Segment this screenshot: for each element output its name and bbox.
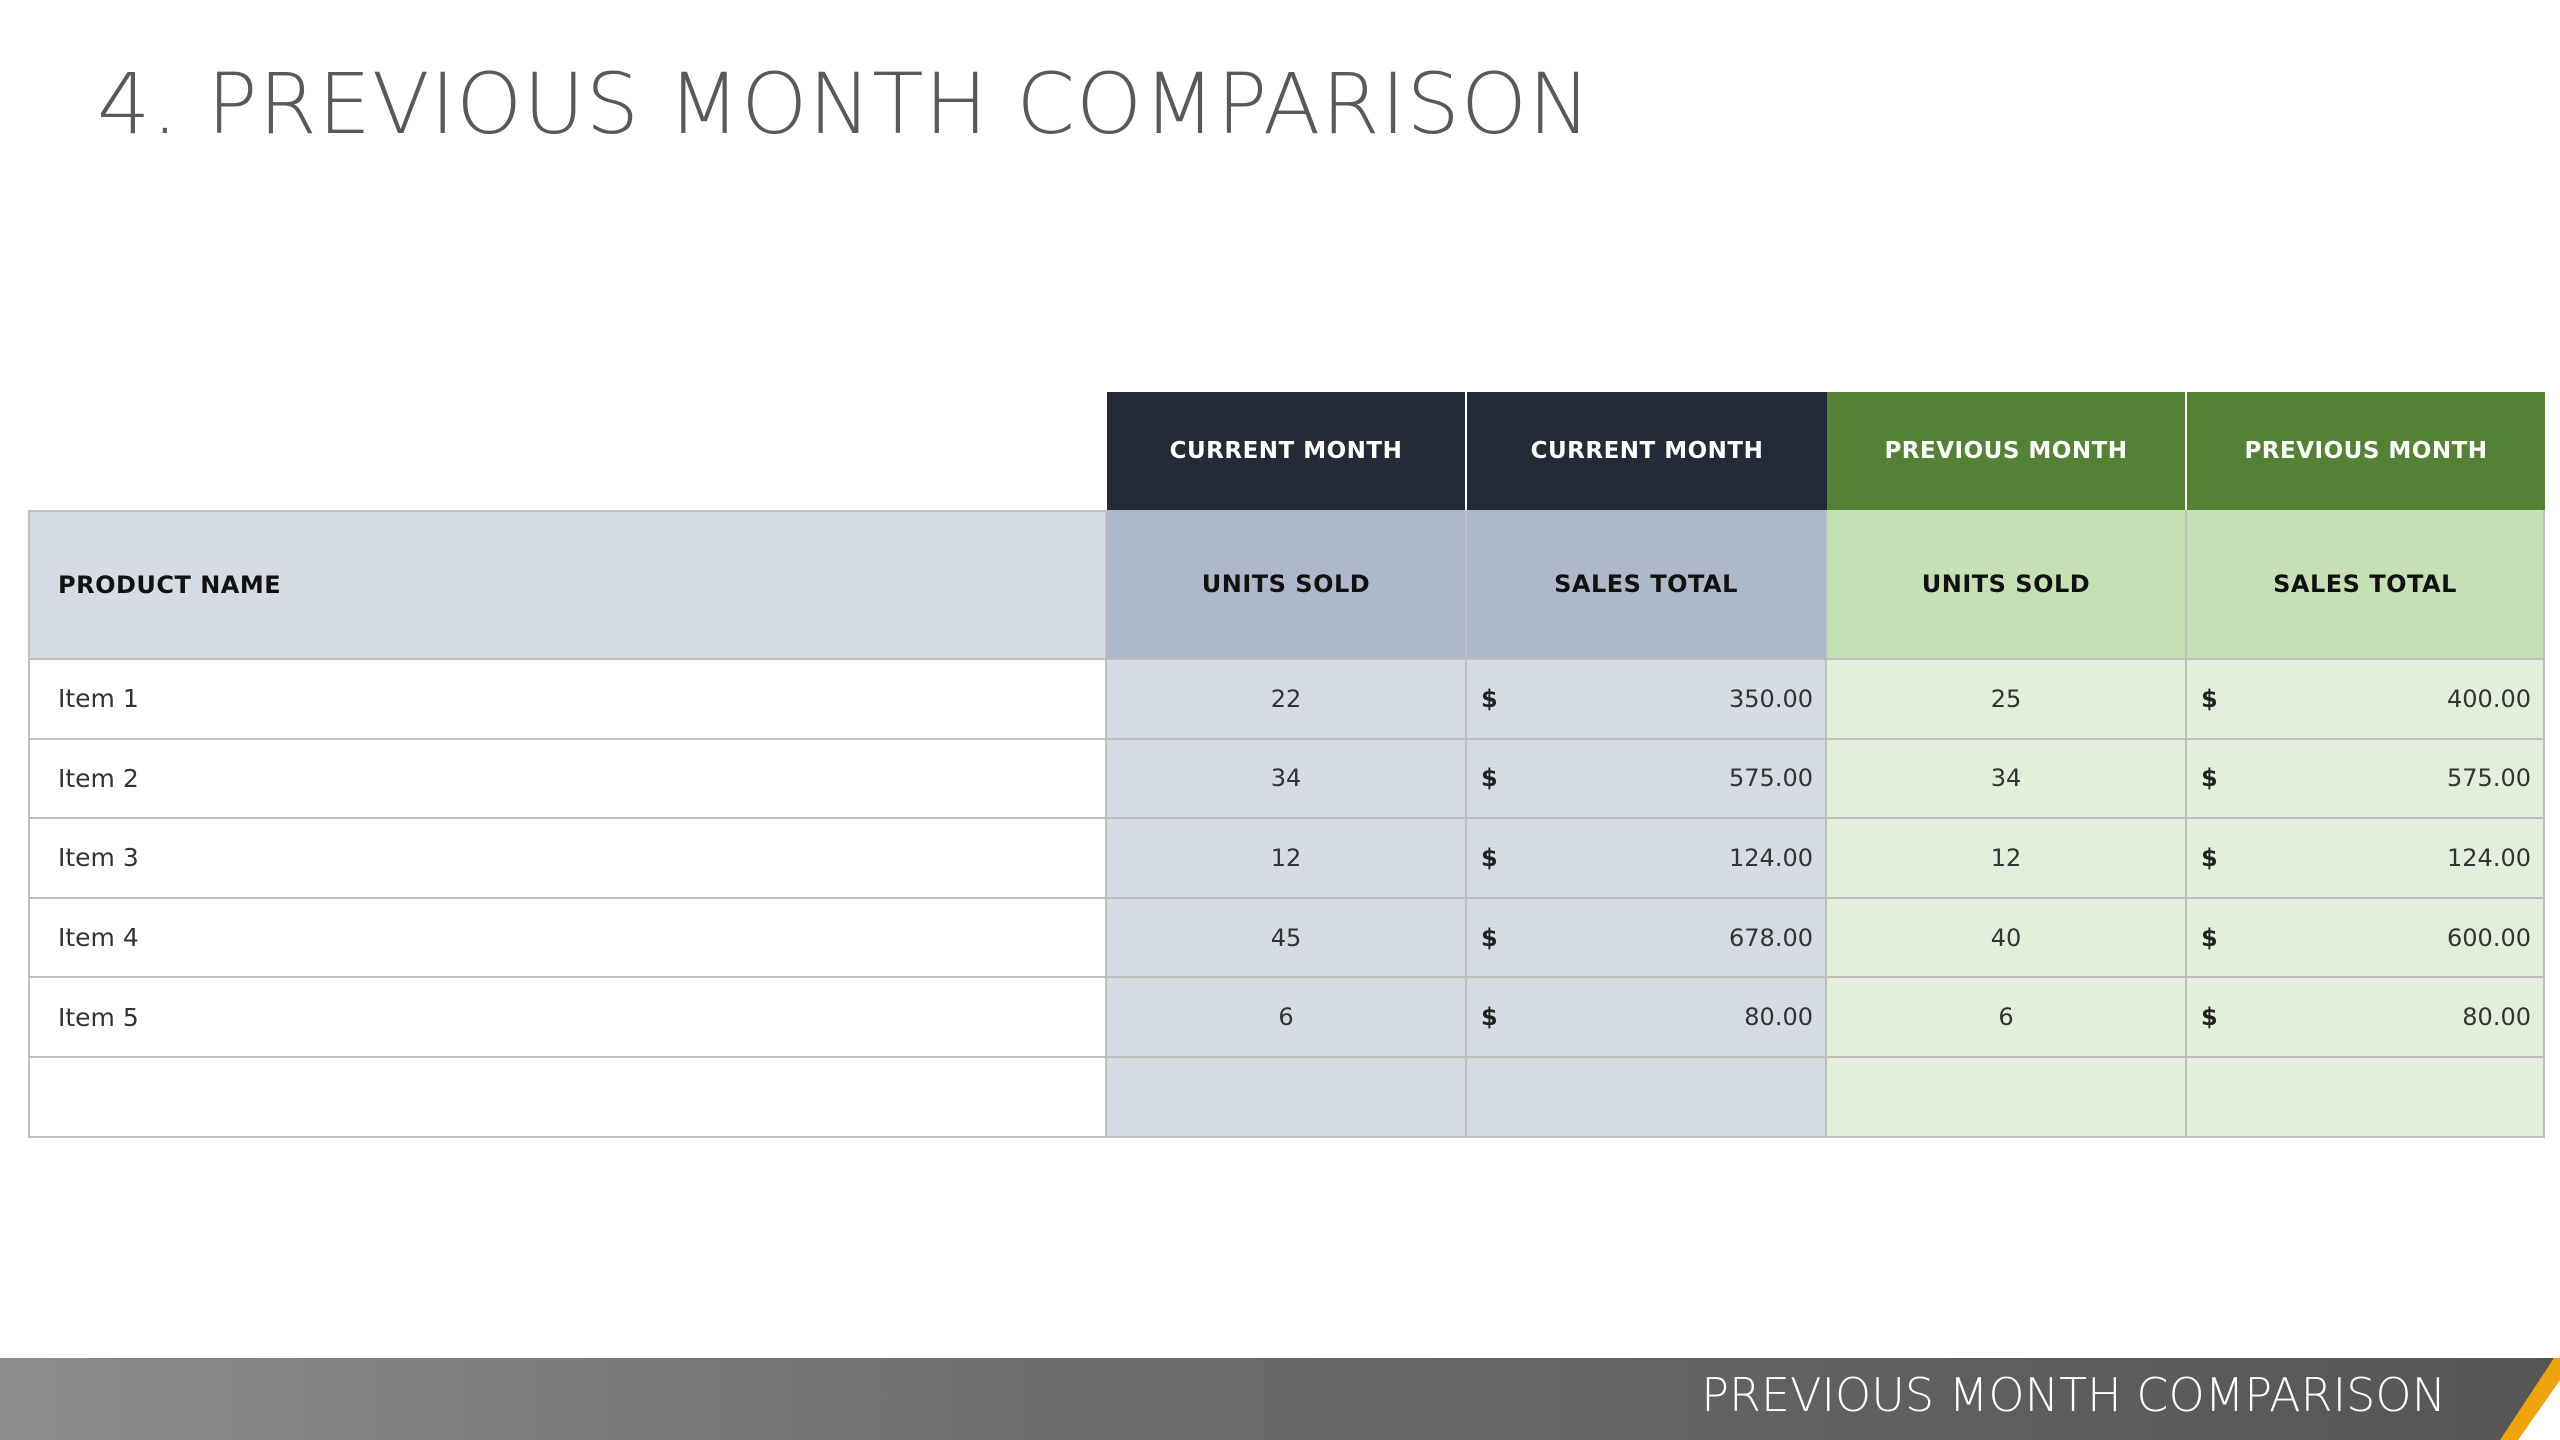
column-header-sales-total: SALES TOTAL (2187, 510, 2545, 660)
current-sales-cell: $124.00 (1467, 819, 1827, 899)
footer-bar (0, 1358, 2560, 1440)
previous-units-cell: 34 (1827, 739, 2187, 820)
product-name-cell (28, 1058, 1107, 1138)
previous-sales-cell: $400.00 (2187, 660, 2545, 740)
previous-sales-cell: $575.00 (2187, 739, 2545, 820)
comparison-table: CURRENT MONTH CURRENT MONTH PREVIOUS MON… (28, 392, 2545, 1138)
current-units-cell: 34 (1107, 739, 1467, 820)
previous-sales-cell (2187, 1058, 2545, 1138)
amount-value: 124.00 (1729, 843, 1813, 872)
current-sales-cell: $350.00 (1467, 660, 1827, 740)
currency-symbol: $ (1481, 843, 1498, 872)
column-header-product-name: PRODUCT NAME (28, 510, 1107, 660)
previous-units-cell: 12 (1827, 819, 2187, 899)
currency-symbol: $ (1481, 764, 1498, 793)
current-units-cell: 45 (1107, 898, 1467, 979)
current-sales-cell: $678.00 (1467, 898, 1827, 979)
amount-value: 124.00 (2447, 843, 2531, 872)
previous-units-cell (1827, 1058, 2187, 1138)
current-units-cell: 6 (1107, 978, 1467, 1058)
currency-symbol: $ (2201, 764, 2218, 793)
currency-symbol: $ (1481, 923, 1498, 952)
current-sales-cell: $80.00 (1467, 978, 1827, 1058)
amount-value: 575.00 (1729, 764, 1813, 793)
column-header-sales-total: SALES TOTAL (1467, 510, 1827, 660)
group-header-previous-month: PREVIOUS MONTH (2187, 392, 2545, 510)
column-header-units-sold: UNITS SOLD (1107, 510, 1467, 660)
group-header-current-month: CURRENT MONTH (1467, 392, 1827, 510)
column-header-units-sold: UNITS SOLD (1827, 510, 2187, 660)
current-sales-cell (1467, 1058, 1827, 1138)
currency-symbol: $ (2201, 1003, 2218, 1032)
current-units-cell: 22 (1107, 660, 1467, 740)
amount-value: 575.00 (2447, 764, 2531, 793)
slide-title: 4. PREVIOUS MONTH COMPARISON (97, 55, 1592, 153)
current-sales-cell: $575.00 (1467, 739, 1827, 820)
product-name-cell: Item 2 (28, 739, 1107, 820)
current-units-cell: 12 (1107, 819, 1467, 899)
product-name-cell: Item 1 (28, 660, 1107, 740)
amount-value: 400.00 (2447, 684, 2531, 713)
group-header-current-month: CURRENT MONTH (1107, 392, 1467, 510)
footer-title: PREVIOUS MONTH COMPARISON (1701, 1368, 2446, 1422)
previous-units-cell: 25 (1827, 660, 2187, 740)
amount-value: 350.00 (1729, 684, 1813, 713)
product-name-cell: Item 5 (28, 978, 1107, 1058)
currency-symbol: $ (2201, 843, 2218, 872)
product-name-cell: Item 3 (28, 819, 1107, 899)
previous-sales-cell: $600.00 (2187, 898, 2545, 979)
previous-sales-cell: $80.00 (2187, 978, 2545, 1058)
amount-value: 600.00 (2447, 923, 2531, 952)
currency-symbol: $ (2201, 684, 2218, 713)
footer-accent-stripe (2500, 1358, 2560, 1440)
amount-value: 80.00 (1744, 1003, 1813, 1032)
group-header-previous-month: PREVIOUS MONTH (1827, 392, 2187, 510)
previous-sales-cell: $124.00 (2187, 819, 2545, 899)
previous-units-cell: 40 (1827, 898, 2187, 979)
previous-units-cell: 6 (1827, 978, 2187, 1058)
currency-symbol: $ (2201, 923, 2218, 952)
current-units-cell (1107, 1058, 1467, 1138)
currency-symbol: $ (1481, 1003, 1498, 1032)
currency-symbol: $ (1481, 684, 1498, 713)
product-name-cell: Item 4 (28, 898, 1107, 979)
amount-value: 678.00 (1729, 923, 1813, 952)
amount-value: 80.00 (2462, 1003, 2531, 1032)
